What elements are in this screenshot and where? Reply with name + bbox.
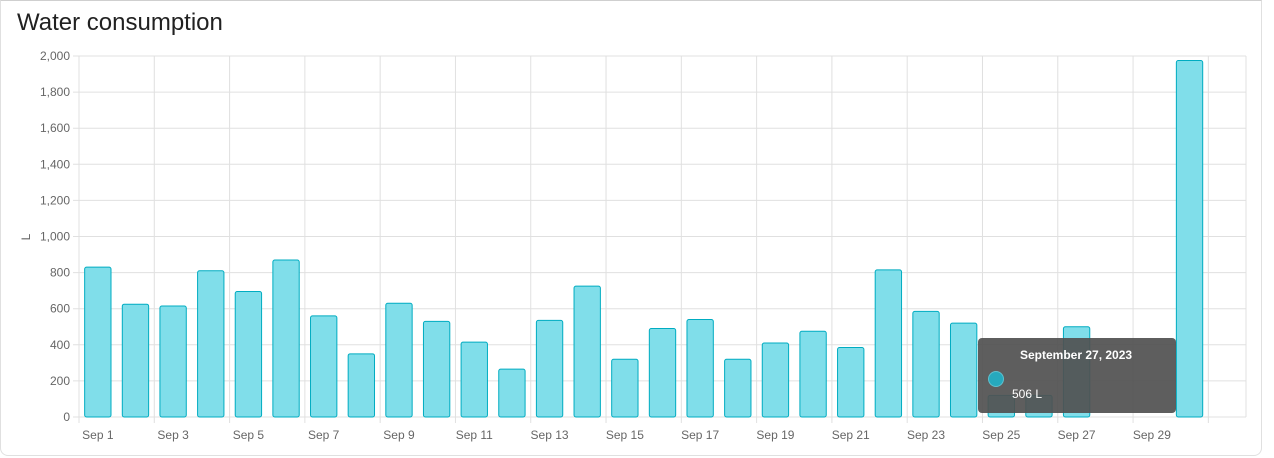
y-axis-label: L	[19, 233, 33, 240]
bar	[837, 347, 865, 418]
bar	[761, 342, 790, 418]
bar	[385, 302, 413, 418]
x-tick-label: Sep 29	[1133, 428, 1171, 442]
bar	[799, 330, 827, 418]
x-tick-label: Sep 17	[681, 428, 719, 442]
x-tick-label: Sep 19	[756, 428, 794, 442]
bar	[874, 269, 903, 418]
y-tick-label: 800	[50, 266, 70, 280]
y-tick-label: 200	[50, 374, 70, 388]
x-tick-label: Sep 3	[157, 428, 189, 442]
y-tick-label: 1,600	[40, 121, 70, 135]
tooltip-series-swatch	[988, 371, 1004, 387]
chart-tooltip: September 27, 2023 506 L	[978, 338, 1176, 413]
bar	[197, 270, 225, 418]
x-tick-label: Sep 15	[606, 428, 644, 442]
bar	[159, 305, 187, 418]
bar	[686, 319, 714, 418]
y-tick-label: 0	[63, 410, 70, 424]
x-tick-label: Sep 27	[1058, 428, 1096, 442]
bar	[272, 259, 300, 418]
tooltip-value: 506 L	[1012, 387, 1043, 401]
y-tick-label: 1,400	[40, 157, 70, 171]
y-tick-label: 2,000	[40, 49, 70, 63]
bar	[460, 341, 488, 418]
bar	[724, 358, 752, 418]
x-tick-label: Sep 5	[233, 428, 265, 442]
bar	[912, 310, 940, 418]
x-tick-label: Sep 25	[982, 428, 1020, 442]
card-title: Water consumption	[17, 9, 223, 36]
bar	[347, 353, 376, 418]
x-tick-label: Sep 11	[456, 428, 493, 442]
bar	[498, 368, 526, 418]
bar	[611, 358, 639, 418]
x-tick-label: Sep 7	[308, 428, 340, 442]
bar	[949, 322, 978, 418]
y-tick-label: 400	[50, 338, 70, 352]
y-tick-label: 600	[50, 302, 70, 316]
bar	[573, 285, 601, 418]
y-tick-label: 1,200	[40, 193, 70, 207]
bar	[310, 315, 338, 418]
bar	[121, 303, 150, 418]
bar	[84, 266, 112, 418]
bar	[1175, 60, 1204, 418]
x-tick-label: Sep 9	[383, 428, 415, 442]
bar	[234, 291, 263, 418]
x-tick-label: Sep 21	[832, 428, 870, 442]
x-tick-label: Sep 23	[907, 428, 945, 442]
tooltip-date: September 27, 2023	[1020, 348, 1133, 362]
y-tick-label: 1,800	[40, 85, 70, 99]
x-tick-label: Sep 13	[531, 428, 569, 442]
y-tick-label: 1,000	[40, 230, 70, 244]
bar	[648, 328, 677, 418]
bar	[422, 320, 451, 418]
x-tick-label: Sep 1	[82, 428, 114, 442]
bar	[535, 319, 564, 418]
